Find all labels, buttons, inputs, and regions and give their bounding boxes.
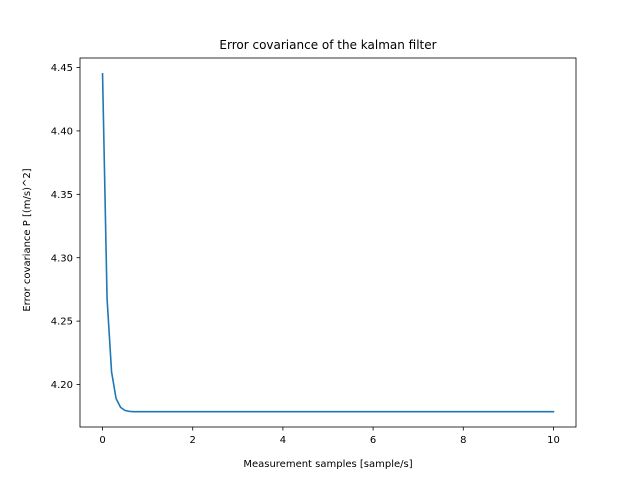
y-tick-label: 4.25: [51, 317, 73, 328]
x-axis: 0 2 4 6 8 10: [99, 427, 560, 446]
x-tick-label: 0: [99, 435, 105, 446]
series-line-0: [101, 73, 555, 413]
y-tick-label: 4.40: [51, 127, 73, 138]
x-tick-label: 2: [190, 435, 196, 446]
y-tick-label: 4.30: [51, 253, 73, 264]
x-tick-label: 8: [460, 435, 466, 446]
x-tick-label: 6: [370, 435, 376, 446]
chart-title: Error covariance of the kalman filter: [219, 38, 436, 52]
plot-area: [79, 57, 577, 428]
x-axis-label: Measurement samples [sample/s]: [243, 459, 412, 470]
y-tick-label: 4.20: [51, 380, 73, 391]
x-tick-label: 10: [547, 435, 560, 446]
y-axis-label: Error covariance P [(m/s)^2]: [22, 168, 33, 311]
y-tick-label: 4.35: [51, 190, 73, 201]
axes-frame: [79, 57, 577, 428]
x-tick-label: 4: [280, 435, 286, 446]
y-axis: 4.20 4.25 4.30 4.35 4.40 4.45: [51, 63, 80, 391]
y-tick-label: 4.45: [51, 63, 73, 74]
